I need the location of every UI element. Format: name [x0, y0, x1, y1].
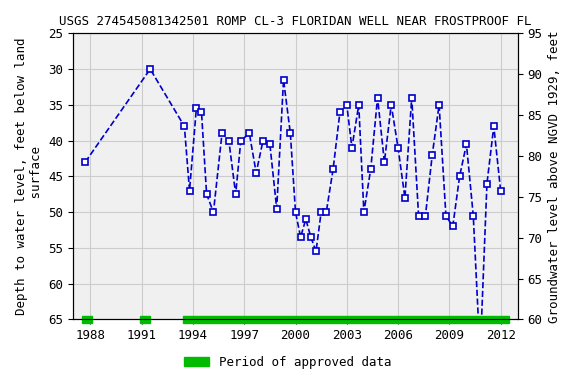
Bar [140, 316, 150, 323]
Bar [82, 316, 92, 323]
Legend: Period of approved data: Period of approved data [179, 351, 397, 374]
Y-axis label: Groundwater level above NGVD 1929, feet: Groundwater level above NGVD 1929, feet [548, 30, 561, 323]
Y-axis label: Depth to water level, feet below land
 surface: Depth to water level, feet below land su… [15, 38, 43, 315]
Bar [183, 316, 509, 323]
Title: USGS 274545081342501 ROMP CL-3 FLORIDAN WELL NEAR FROSTPROOF FL: USGS 274545081342501 ROMP CL-3 FLORIDAN … [59, 15, 532, 28]
